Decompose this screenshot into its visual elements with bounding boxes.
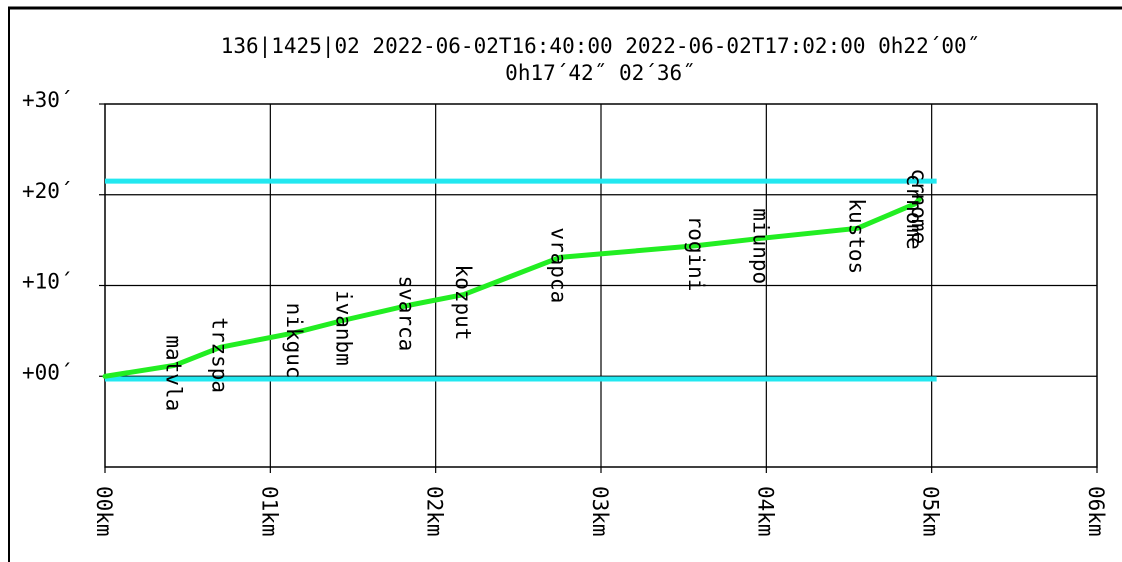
x-tick-label: 06km [1084, 486, 1108, 537]
x-tick-label: 04km [753, 486, 777, 537]
stop-label: miunpo [748, 208, 772, 284]
stop-label: trzspa [208, 317, 232, 393]
stop-label: kozput [451, 265, 475, 341]
y-tick-label: +30´ [22, 88, 73, 112]
stop-label: kustos [844, 198, 868, 274]
chart-title-line1: 136|1425|02 2022-06-02T16:40:00 2022-06-… [221, 34, 980, 59]
stop-label: crnome [907, 168, 931, 244]
x-tick-label: 03km [588, 486, 612, 537]
stop-label: nikguc [282, 303, 306, 379]
y-tick-label: +20´ [22, 179, 73, 203]
chart-title-line2: 0h17´42˝ 02´36˝ [505, 61, 695, 85]
plot-area: 00km 01km 02km 03km 04km 05km 06km +00´ +10´ +20´… [22, 88, 1108, 537]
stop-label: svarca [395, 275, 419, 351]
x-tick-label: 02km [423, 486, 447, 537]
series-line [102, 195, 923, 379]
stop-label: crnome [902, 174, 926, 250]
x-tick-label: 01km [257, 486, 281, 537]
y-tick-label: +10´ [22, 270, 73, 294]
x-tick-label: 05km [919, 486, 943, 537]
stop-label: vrapca [547, 227, 571, 303]
stop-label: ivanbm [332, 290, 356, 366]
stop-label: matvla [161, 335, 185, 411]
y-tick-label: +00´ [22, 360, 73, 384]
stop-label: rogini [684, 216, 708, 292]
x-tick-label: 00km [92, 486, 116, 537]
